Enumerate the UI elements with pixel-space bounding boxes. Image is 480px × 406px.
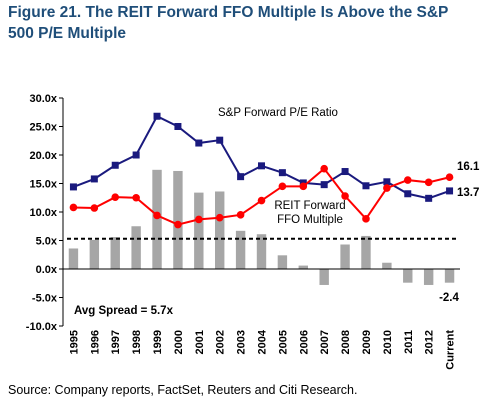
reit-end-label: 13.7 (457, 187, 479, 199)
sp-pe-point (278, 169, 286, 177)
sp-pe-point (153, 112, 161, 120)
spread-bar (319, 269, 329, 285)
spread-bar (194, 192, 204, 269)
reit-ffo-point (278, 182, 287, 191)
reit-ffo-point (236, 211, 245, 219)
spread-bars (68, 169, 455, 285)
x-tick-label: 2001 (194, 330, 206, 354)
spread-bar (423, 269, 434, 285)
sp-pe-point (258, 162, 265, 170)
sp-pe-point (446, 187, 454, 195)
sp-pe-point (362, 182, 370, 190)
sp-pe-point (341, 168, 349, 176)
spread-bar (152, 169, 162, 269)
reit-ffo-point (320, 164, 328, 173)
sp-pe-point (69, 183, 77, 191)
spread-bar (298, 265, 308, 269)
sp-end-label: 16.1 (457, 161, 480, 173)
reit-ffo-point (383, 184, 391, 192)
y-tick-label: 15.0x (29, 179, 57, 191)
sp-pe-point (216, 136, 224, 144)
sp-pe-point (320, 181, 328, 189)
x-tick-label: 2006 (298, 330, 310, 354)
spread-bar (403, 269, 413, 283)
x-tick-label: 2007 (319, 330, 331, 354)
reit-ffo-point (341, 192, 349, 200)
spread-bar (215, 191, 225, 269)
reit-ffo-point (299, 182, 308, 191)
sp-pe-point (111, 161, 119, 169)
y-tick-label: 25.0x (29, 122, 57, 134)
reit-ffo-point (132, 193, 140, 202)
reit-ffo-point (90, 204, 99, 212)
sp-pe-point (132, 151, 140, 159)
spread-bar (235, 230, 246, 269)
spread-bar (256, 234, 267, 269)
source-note: Source: Company reports, FactSet, Reuter… (8, 383, 358, 397)
y-tick-label: 10.0x (29, 207, 57, 219)
avg-spread-label: Avg Spread = 5.7x (74, 305, 174, 317)
y-tick-label: 5.0x (36, 236, 58, 248)
annotations: S&P Forward P/E Ratio REIT Forward FFO Mul… (74, 107, 480, 317)
y-tick-label: -10.0x (26, 321, 58, 333)
sp-pe-point (383, 178, 391, 186)
y-axis: 30.0x 25.0x 20.0x 15.0x 10.0x 5.0x 0.0x -5.0x -1… (26, 93, 64, 333)
sp-pe-point (195, 139, 203, 147)
spread-bar (382, 262, 392, 269)
x-tick-label: 1998 (131, 330, 143, 354)
spread-bar (173, 170, 183, 269)
reit-ffo-point (403, 176, 412, 184)
reit-ffo-point (69, 203, 78, 212)
reit-ffo-point (174, 220, 182, 229)
x-tick-label: 1997 (110, 330, 122, 354)
x-tick-label: 2005 (277, 330, 289, 354)
sp-pe-point (425, 194, 433, 202)
x-tick-label: 1995 (68, 330, 80, 354)
reit-ffo-point (362, 215, 370, 223)
spread-bar (277, 255, 288, 269)
spread-bar (110, 237, 120, 269)
spread-bar (89, 239, 100, 269)
reit-ffo-line (73, 167, 450, 226)
spread-bar (340, 244, 350, 269)
reit-ffo-point (111, 193, 120, 201)
x-tick-label: 2012 (424, 330, 436, 354)
x-tick-label: 2008 (340, 330, 352, 354)
sp-series-label: S&P Forward P/E Ratio (218, 107, 338, 119)
reit-ffo-point (215, 213, 224, 222)
reit-series-label: REIT Forward FFO Multiple (274, 200, 345, 226)
reit-ffo-point (153, 211, 161, 220)
reit-ffo-point (445, 173, 454, 182)
x-tick-label: 2009 (361, 330, 373, 354)
chart-title: Figure 21. The REIT Forward FFO Multiple… (8, 4, 449, 42)
x-tick-label: 2002 (215, 330, 227, 354)
x-tick-label: 2004 (257, 329, 269, 354)
series-lines (69, 112, 454, 229)
reit-ffo-point (257, 196, 266, 205)
sp-pe-point (90, 175, 98, 183)
x-tick-label: Current (445, 330, 457, 370)
y-tick-label: 30.0x (29, 93, 57, 105)
x-axis: 1995 1996 1997 1998 1999 2000 2001 2002 2003 2004… (63, 268, 460, 370)
spread-bar (68, 248, 79, 269)
sp-pe-point (174, 123, 182, 130)
sp-pe-point (237, 173, 245, 181)
x-tick-label: 2011 (403, 330, 415, 354)
sp-pe-point (404, 190, 412, 198)
spread-bar (444, 269, 455, 283)
x-tick-label: 1996 (89, 330, 101, 354)
spread-bar (131, 226, 141, 269)
y-tick-label: 20.0x (29, 150, 57, 162)
x-tick-label: 2010 (382, 330, 394, 354)
x-tick-label: 2003 (236, 330, 248, 354)
spread-end-label: -2.4 (439, 292, 459, 304)
reit-ffo-point (195, 215, 203, 224)
reit-ffo-point (424, 178, 433, 187)
x-tick-label: 2000 (173, 330, 185, 354)
spread-bar (361, 235, 371, 269)
x-tick-label: 1999 (152, 330, 164, 354)
y-tick-label: -5.0x (32, 293, 58, 305)
y-tick-label: 0.0x (36, 264, 58, 276)
